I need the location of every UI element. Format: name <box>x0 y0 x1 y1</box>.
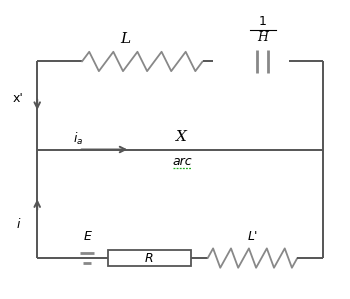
Text: arc: arc <box>172 155 192 168</box>
Text: L': L' <box>247 230 258 242</box>
Text: E: E <box>83 230 91 242</box>
Text: x': x' <box>13 92 24 105</box>
Bar <box>108 250 190 266</box>
Text: $i_a$: $i_a$ <box>74 131 84 147</box>
Text: R: R <box>145 251 154 265</box>
Text: H: H <box>257 31 268 45</box>
Text: X: X <box>176 130 187 144</box>
Text: i: i <box>16 218 20 231</box>
Text: L: L <box>120 33 130 46</box>
Text: 1: 1 <box>259 15 267 28</box>
